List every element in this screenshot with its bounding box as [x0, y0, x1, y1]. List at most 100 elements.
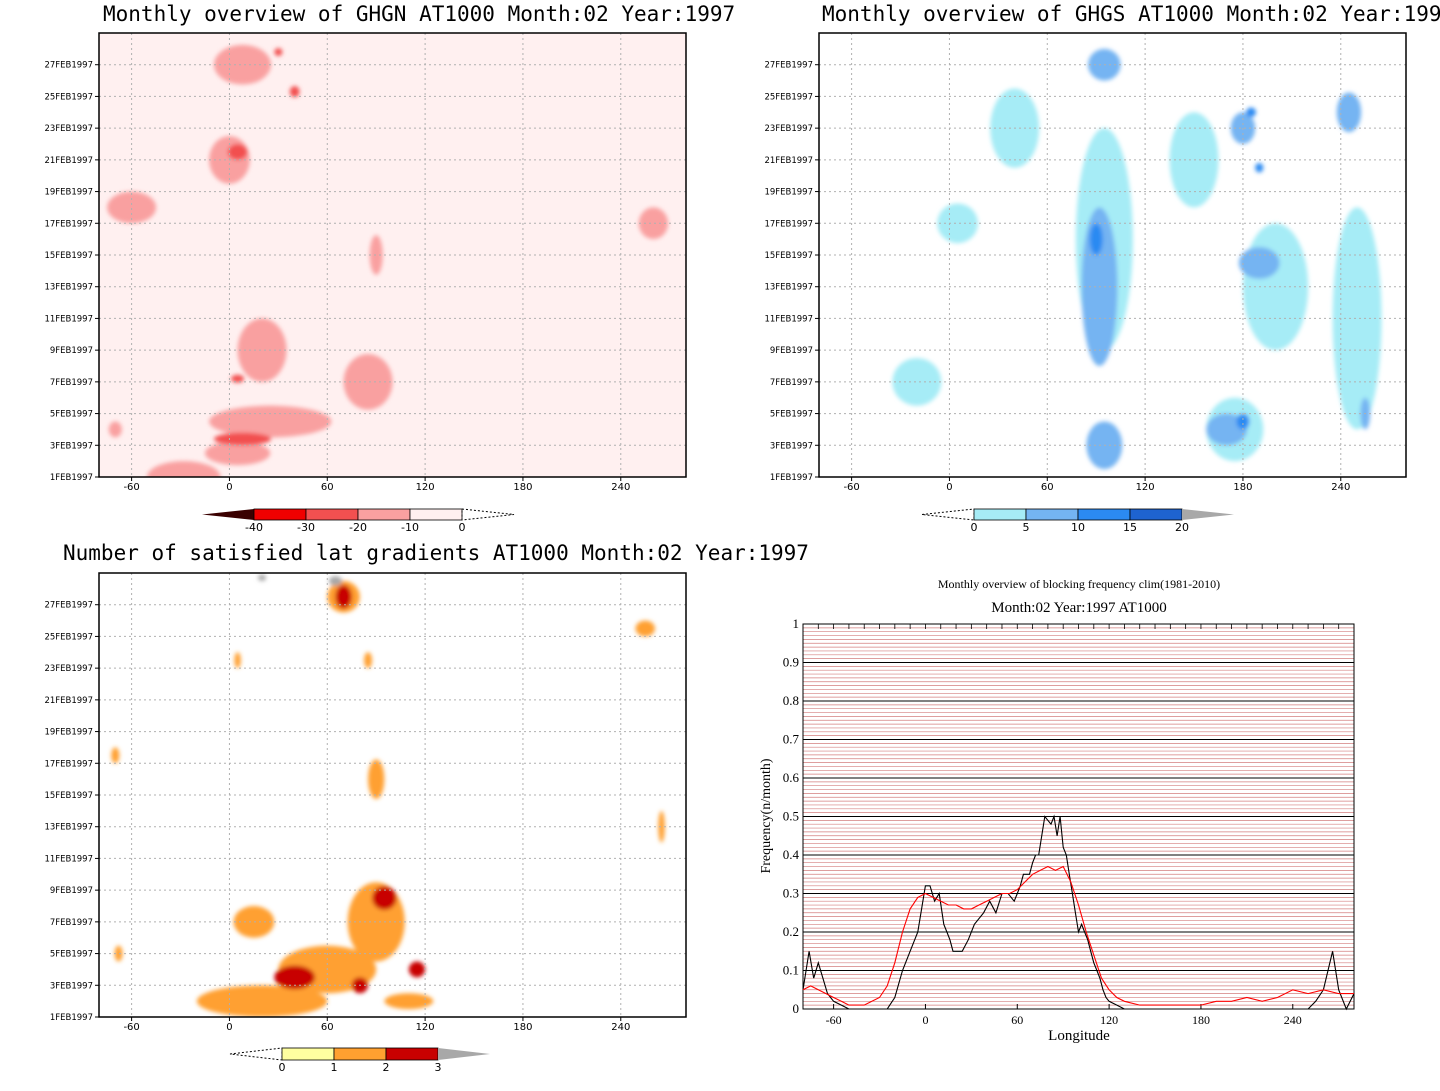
x-tick-label: 120: [1100, 1013, 1118, 1027]
x-tick-label: 180: [1233, 482, 1252, 493]
y-tick-label: 27FEB1997: [44, 601, 93, 611]
x-tick-label: 0: [946, 482, 952, 493]
colorbar-swatch: [409, 508, 463, 521]
colorbar-label: -40: [245, 521, 263, 534]
x-tick-label: -60: [123, 482, 139, 493]
heatmap-region-1-7: [937, 203, 978, 244]
series-line-red: [802, 865, 1354, 1006]
colorbar-right-extension: [438, 1048, 490, 1060]
ghgs-colorbar: 0 5 10 15 20: [921, 508, 1234, 534]
y-tick-label: 0: [793, 1001, 800, 1016]
colorbar-swatch: [357, 508, 411, 521]
heatmap-region-2-14: [274, 965, 316, 990]
x-tick-label: 240: [1331, 482, 1350, 493]
y-tick-label: 9FEB1997: [770, 346, 813, 356]
heatmap-region-1-19: [1246, 107, 1256, 118]
y-tick-label: 0.1: [783, 963, 799, 978]
colorbar-swatch: [1129, 508, 1183, 521]
y-tick-label: 7FEB1997: [50, 918, 93, 928]
colorbar-swatch: [1025, 508, 1079, 521]
y-tick-label: 0.4: [783, 847, 800, 862]
heatmap-region-0-1: [213, 44, 272, 85]
y-tick-label: 9FEB1997: [50, 886, 93, 896]
x-tick-label: 0: [226, 1022, 232, 1033]
y-tick-label: 23FEB1997: [764, 124, 813, 134]
y-tick-label: 19FEB1997: [44, 728, 93, 738]
y-tick-label: 11FEB1997: [764, 314, 813, 324]
heatmap-region-0-5: [343, 354, 393, 410]
heatmap-region-0-13: [289, 86, 300, 98]
colorbar-label: -10: [401, 521, 419, 534]
heatmap-region-2-19: [257, 574, 267, 581]
colorbar-label: 3: [435, 1061, 442, 1074]
heatmap-region-1-3: [892, 358, 942, 406]
heatmap-region-0-10: [108, 421, 122, 438]
heatmap-region-1-11: [1238, 247, 1280, 279]
colorbar-label: 0: [459, 521, 466, 534]
freq-subtitle: Month:02 Year:1997 AT1000: [991, 600, 1166, 616]
y-tick-label: 11FEB1997: [44, 854, 93, 864]
y-tick-label: 7FEB1997: [770, 378, 813, 388]
heatmap-region-2-9: [384, 993, 434, 1010]
x-tick-label: 60: [321, 1022, 334, 1033]
y-tick-label: 0.6: [783, 770, 800, 785]
colorbar-swatch: [973, 508, 1027, 521]
ghgn-title: Monthly overview of GHGN AT1000 Month:02…: [103, 2, 736, 26]
x-tick-label: 240: [611, 482, 630, 493]
colorbar-left-extension: [202, 509, 254, 520]
freq-xlabel: Longitude: [1048, 1028, 1110, 1044]
heatmap-region-2-5: [368, 759, 385, 799]
ghgs-title: Monthly overview of GHGS AT1000 Month:02…: [822, 2, 1440, 26]
heatmap-region-2-4: [196, 985, 328, 1017]
y-tick-label: 0.8: [783, 693, 799, 708]
colorbar-label: -20: [349, 521, 367, 534]
y-tick-label: 27FEB1997: [764, 61, 813, 71]
y-tick-label: 1FEB1997: [50, 473, 93, 483]
x-tick-label: 0: [922, 1013, 928, 1027]
y-tick-label: 21FEB1997: [764, 156, 813, 166]
x-tick-label: -60: [123, 1022, 139, 1033]
colorbar-label: 15: [1123, 521, 1137, 534]
heatmap-region-0-11: [213, 432, 272, 446]
colorbar-left-extension: [229, 1047, 283, 1061]
y-tick-label: 7FEB1997: [50, 378, 93, 388]
y-tick-label: 27FEB1997: [44, 61, 93, 71]
y-tick-label: 23FEB1997: [44, 124, 93, 134]
y-tick-label: 3FEB1997: [770, 441, 813, 451]
heatmap-region-2-16: [408, 961, 426, 978]
x-tick-label: 60: [1041, 482, 1054, 493]
x-tick-label: 180: [1192, 1013, 1210, 1027]
y-tick-label: 1FEB1997: [770, 473, 813, 483]
heatmap-region-2-8: [114, 945, 123, 962]
colorbar-label: 0: [279, 1061, 286, 1074]
y-tick-label: 17FEB1997: [44, 219, 93, 229]
heatmap-region-0-6: [209, 405, 332, 438]
y-tick-label: 5FEB1997: [770, 410, 813, 420]
y-tick-label: 3FEB1997: [50, 441, 93, 451]
heatmap-region-0-4: [237, 318, 287, 382]
heatmap-region-2-6: [635, 620, 656, 637]
y-tick-label: 19FEB1997: [764, 188, 813, 198]
ghgn-base-fill: [99, 33, 686, 477]
y-tick-label: 9FEB1997: [50, 346, 93, 356]
y-tick-label: 5FEB1997: [50, 950, 93, 960]
y-tick-label: 0.7: [783, 732, 800, 747]
freq-ylabel: Frequency(n/month): [759, 758, 774, 873]
y-tick-label: 19FEB1997: [44, 188, 93, 198]
heatmap-region-0-12: [227, 144, 248, 160]
y-tick-label: 13FEB1997: [44, 283, 93, 293]
heatmap-region-2-12: [363, 652, 373, 669]
heatmap-region-1-14: [1336, 92, 1362, 133]
y-tick-label: 15FEB1997: [44, 251, 93, 261]
freq-plot-frame: [802, 623, 1355, 1010]
grad-heatmap: -60 0 60 120 180 240 1FEB1997 3FEB1997 5FEB1997 7…: [44, 572, 687, 1033]
y-tick-label: 3FEB1997: [50, 981, 93, 991]
heatmap-region-2-18: [328, 576, 342, 586]
heatmap-region-0-7: [204, 441, 271, 466]
ghgs-heatmap: -60 0 60 120 180 240 1FEB1997 3FEB1997 5FEB1997 7…: [764, 32, 1407, 493]
heatmap-region-0-8: [369, 235, 383, 275]
y-tick-label: 21FEB1997: [44, 156, 93, 166]
heatmap-region-1-2: [1332, 207, 1382, 430]
y-tick-label: 1FEB1997: [50, 1013, 93, 1023]
colorbar-right-extension: [1182, 509, 1234, 520]
